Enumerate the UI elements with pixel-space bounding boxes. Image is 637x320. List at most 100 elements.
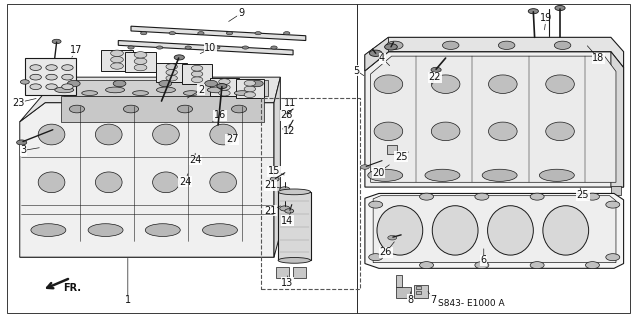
Circle shape xyxy=(46,74,57,80)
Ellipse shape xyxy=(132,91,148,95)
Polygon shape xyxy=(101,50,133,71)
Circle shape xyxy=(134,52,147,58)
Text: S843- E1000 A: S843- E1000 A xyxy=(438,299,505,308)
Text: 2: 2 xyxy=(197,85,204,95)
Text: 14: 14 xyxy=(281,216,294,226)
Circle shape xyxy=(283,32,290,35)
Circle shape xyxy=(369,50,382,56)
Circle shape xyxy=(555,5,565,11)
Ellipse shape xyxy=(278,258,311,263)
Bar xyxy=(357,4,630,313)
Polygon shape xyxy=(61,96,264,122)
Ellipse shape xyxy=(157,87,175,93)
Text: 24: 24 xyxy=(179,177,191,187)
Circle shape xyxy=(191,65,203,71)
Circle shape xyxy=(191,77,203,83)
Ellipse shape xyxy=(145,224,180,236)
Circle shape xyxy=(113,80,126,87)
Ellipse shape xyxy=(374,122,403,140)
Text: 16: 16 xyxy=(214,110,226,120)
Ellipse shape xyxy=(234,91,250,95)
Polygon shape xyxy=(125,52,157,72)
Text: 20: 20 xyxy=(372,168,385,178)
Polygon shape xyxy=(365,37,624,71)
Circle shape xyxy=(134,64,147,71)
Circle shape xyxy=(218,90,230,96)
Circle shape xyxy=(111,50,124,56)
Ellipse shape xyxy=(546,122,575,140)
Circle shape xyxy=(30,74,41,80)
Circle shape xyxy=(271,46,277,49)
Polygon shape xyxy=(118,41,293,55)
Text: 9: 9 xyxy=(238,8,244,19)
Polygon shape xyxy=(20,241,274,257)
Ellipse shape xyxy=(38,124,65,145)
Circle shape xyxy=(369,254,383,261)
Circle shape xyxy=(244,86,255,92)
Ellipse shape xyxy=(540,169,575,181)
Text: 21: 21 xyxy=(264,206,276,216)
Bar xyxy=(416,291,421,294)
Circle shape xyxy=(177,105,192,113)
Circle shape xyxy=(242,46,248,49)
Circle shape xyxy=(213,46,220,49)
Circle shape xyxy=(282,112,290,117)
Polygon shape xyxy=(20,77,280,122)
Polygon shape xyxy=(131,26,306,41)
Ellipse shape xyxy=(183,91,199,95)
Text: 10: 10 xyxy=(204,44,217,53)
Circle shape xyxy=(30,65,41,70)
Text: 7: 7 xyxy=(430,294,436,305)
Circle shape xyxy=(128,46,134,49)
Circle shape xyxy=(218,79,230,84)
Bar xyxy=(261,98,360,289)
Text: 13: 13 xyxy=(281,278,294,288)
Text: 18: 18 xyxy=(592,53,605,63)
Circle shape xyxy=(124,105,139,113)
Ellipse shape xyxy=(203,224,238,236)
Ellipse shape xyxy=(425,169,460,181)
Bar xyxy=(396,275,403,287)
Circle shape xyxy=(62,65,73,70)
Circle shape xyxy=(166,75,177,81)
Circle shape xyxy=(420,262,434,269)
Circle shape xyxy=(420,193,434,200)
Text: 12: 12 xyxy=(283,126,296,136)
Ellipse shape xyxy=(431,75,460,93)
Circle shape xyxy=(174,55,184,60)
Circle shape xyxy=(197,32,204,35)
Circle shape xyxy=(475,193,489,200)
Circle shape xyxy=(169,32,175,35)
Bar xyxy=(293,268,306,278)
Ellipse shape xyxy=(368,169,403,181)
Text: 8: 8 xyxy=(408,294,413,305)
Circle shape xyxy=(20,80,29,84)
Circle shape xyxy=(218,84,230,90)
Polygon shape xyxy=(371,56,616,182)
Circle shape xyxy=(159,80,172,87)
Circle shape xyxy=(530,262,544,269)
Circle shape xyxy=(280,187,290,192)
Circle shape xyxy=(166,64,177,69)
Text: 26: 26 xyxy=(380,247,392,257)
Ellipse shape xyxy=(543,206,589,255)
Circle shape xyxy=(280,206,290,211)
Bar xyxy=(416,286,421,289)
Text: 24: 24 xyxy=(189,155,201,165)
Circle shape xyxy=(606,254,620,261)
Circle shape xyxy=(554,41,571,50)
Circle shape xyxy=(204,80,217,87)
Circle shape xyxy=(157,46,163,49)
Circle shape xyxy=(191,71,203,77)
Circle shape xyxy=(244,80,255,86)
Circle shape xyxy=(285,209,294,213)
Ellipse shape xyxy=(431,122,460,140)
Polygon shape xyxy=(365,52,624,187)
Polygon shape xyxy=(365,194,624,268)
Text: 28: 28 xyxy=(280,110,293,120)
Circle shape xyxy=(255,32,261,35)
Circle shape xyxy=(369,201,383,208)
Text: 15: 15 xyxy=(268,166,280,176)
Text: 25: 25 xyxy=(576,190,589,200)
Ellipse shape xyxy=(55,87,74,93)
